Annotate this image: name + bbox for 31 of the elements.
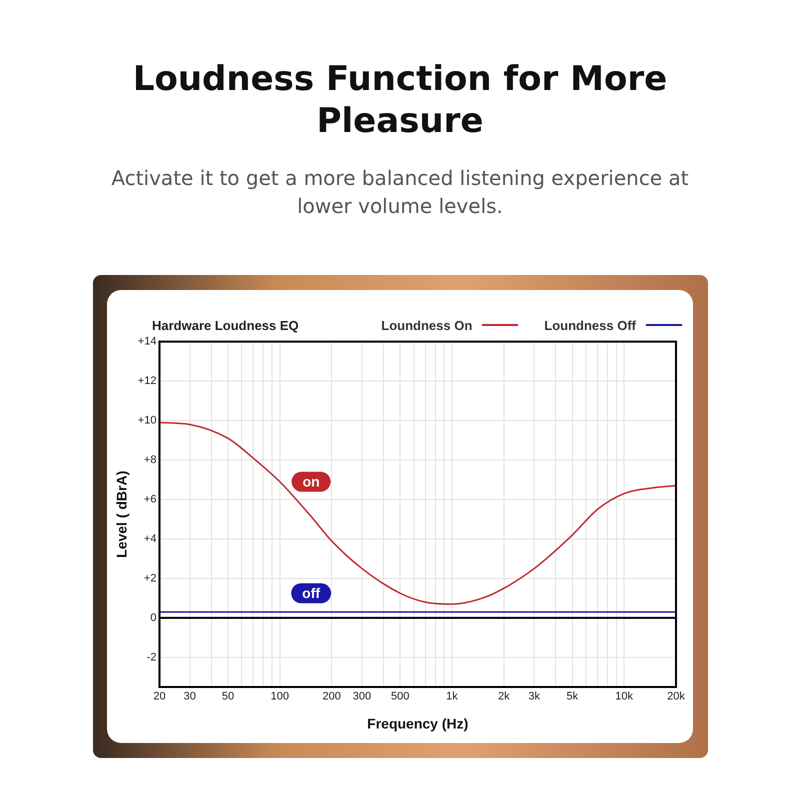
x-tick-label: 20 (153, 690, 166, 703)
chart-title: Loudness Function for More Pleasure (132, 58, 668, 142)
x-axis-title: Frequency (Hz) (367, 715, 468, 732)
legend-label: Loundness On (381, 318, 472, 332)
y-tick-label: -2 (146, 651, 156, 664)
x-tick-label: 20k (667, 690, 686, 703)
y-tick-label: +10 (138, 414, 156, 427)
x-tick-label: 200 (322, 690, 341, 703)
x-tick-label: 2k (498, 690, 510, 703)
x-tick-label: 1k (446, 690, 458, 703)
y-tick-label: +8 (144, 454, 156, 466)
annotation: off (302, 585, 320, 602)
x-tick-label: 100 (270, 690, 289, 703)
y-tick-label: 0 (150, 612, 156, 624)
y-tick-label: +4 (144, 533, 156, 546)
x-tick-label: 3k (528, 690, 540, 703)
chart-subtitle: Activate it to get a more balanced listening experience at lower volume levels. (110, 165, 690, 220)
y-tick-label: +6 (144, 494, 156, 506)
annotation: on (302, 474, 320, 490)
x-tick-label: 50 (222, 690, 234, 703)
x-tick-label: 300 (352, 690, 372, 703)
legend-label: Loundness Off (544, 318, 636, 332)
legend-title: Hardware Loudness EQ (152, 318, 299, 332)
x-tick-label: 30 (184, 690, 196, 703)
y-tick-label: +14 (138, 336, 156, 348)
y-tick-label: +2 (144, 572, 156, 584)
x-tick-label: 10k (615, 690, 634, 703)
x-tick-label: 5k (566, 690, 579, 703)
y-tick-label: +12 (138, 375, 156, 388)
x-tick-label: 500 (390, 690, 410, 703)
y-axis-title: Level ( dBrA) (113, 470, 130, 558)
